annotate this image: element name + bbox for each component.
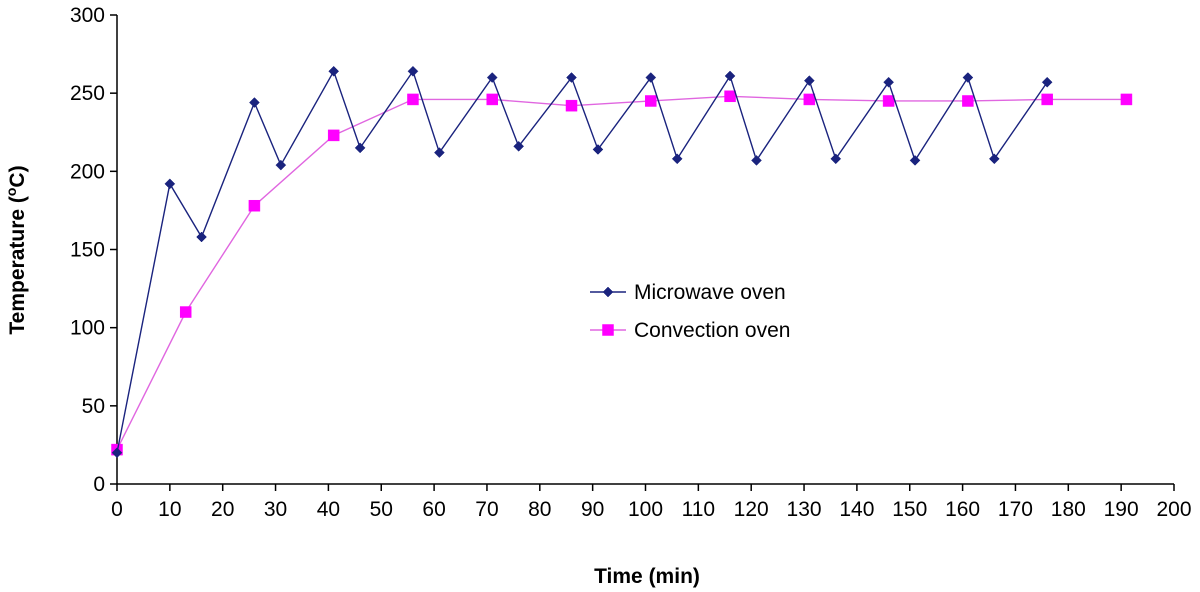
x-tick-label: 180 — [1051, 498, 1086, 521]
data-point-microwave-oven — [883, 76, 894, 88]
y-axis-title: Temperature (oC) — [3, 165, 29, 334]
y-tick-label: 150 — [70, 239, 105, 262]
data-point-microwave-oven — [803, 75, 815, 87]
data-point-convection-oven — [486, 93, 498, 106]
series-line-microwave-oven — [116, 69, 1048, 453]
data-point-convection-oven — [882, 95, 895, 107]
x-tick-label: 40 — [317, 498, 340, 521]
legend: Microwave oven Convection oven — [590, 281, 790, 342]
x-tick-label: 0 — [111, 498, 123, 521]
series-line-convection-oven — [116, 95, 1127, 450]
data-point-microwave-oven — [328, 65, 340, 77]
legend-label-microwave-oven: Microwave oven — [634, 281, 786, 304]
legend-item-convection-oven: Convection oven — [590, 319, 790, 342]
data-point-microwave-oven — [592, 144, 604, 155]
data-point-microwave-oven — [645, 72, 657, 83]
x-tick-label: 20 — [211, 498, 234, 521]
y-axis-title-end: C) — [6, 165, 29, 187]
y-axis-title-superscript: o — [3, 188, 19, 197]
legend-marker-convection-oven — [602, 324, 614, 336]
data-point-convection-oven — [803, 93, 816, 106]
y-tick-label: 0 — [93, 473, 105, 496]
data-point-microwave-oven — [909, 155, 921, 166]
series-layer — [111, 65, 1133, 459]
y-tick-label: 300 — [70, 4, 105, 27]
data-point-microwave-oven — [988, 153, 1000, 165]
data-point-microwave-oven — [513, 140, 525, 152]
data-point-convection-oven — [962, 95, 974, 107]
x-tick-label: 50 — [370, 498, 393, 521]
x-tick-label: 30 — [264, 498, 287, 521]
x-tick-label: 170 — [998, 498, 1033, 521]
legend-label-convection-oven: Convection oven — [634, 319, 790, 342]
data-point-microwave-oven — [751, 155, 762, 166]
data-point-microwave-oven — [111, 447, 123, 459]
y-tick-label: 200 — [70, 160, 105, 183]
data-point-microwave-oven — [275, 159, 287, 171]
x-tick-label: 120 — [734, 498, 769, 521]
data-point-microwave-oven — [249, 97, 260, 108]
x-tick-label: 110 — [682, 498, 715, 521]
x-tick-label: 140 — [839, 498, 874, 521]
axes: 0 50 100 150 200 250 300 0 10 20 30 40 50 60 70 80 90 100… — [70, 4, 1192, 521]
x-tick-label: 70 — [475, 498, 498, 521]
data-point-microwave-oven — [566, 72, 577, 83]
data-point-convection-oven — [724, 90, 736, 103]
y-tick-label: 100 — [70, 317, 105, 340]
data-point-microwave-oven — [196, 231, 207, 243]
data-point-microwave-oven — [671, 153, 683, 165]
data-point-microwave-oven — [164, 178, 176, 190]
data-point-microwave-oven — [354, 142, 366, 154]
x-tick-label: 130 — [787, 498, 822, 521]
data-point-microwave-oven — [486, 72, 498, 83]
data-point-microwave-oven — [724, 70, 736, 82]
data-point-convection-oven — [327, 129, 340, 142]
data-point-convection-oven — [1120, 93, 1133, 106]
y-tick-label: 250 — [70, 82, 105, 105]
series-microwave-oven — [111, 65, 1053, 459]
data-point-microwave-oven — [407, 65, 419, 77]
x-tick-label: 190 — [1104, 498, 1139, 521]
y-axis-title-main: Temperature ( — [6, 196, 29, 334]
x-tick-label: 200 — [1156, 498, 1191, 521]
data-point-microwave-oven — [434, 147, 445, 158]
x-tick-label: 90 — [581, 498, 604, 521]
data-point-microwave-oven — [962, 72, 974, 83]
series-convection-oven — [111, 90, 1133, 456]
data-point-convection-oven — [407, 93, 419, 106]
x-tick-label: 80 — [528, 498, 551, 521]
x-axis-title: Time (min) — [594, 565, 700, 588]
x-tick-label: 100 — [628, 498, 663, 521]
data-point-convection-oven — [248, 199, 261, 212]
x-tick-label: 60 — [422, 498, 445, 521]
y-tick-label: 50 — [82, 395, 105, 418]
legend-marker-microwave-oven — [602, 286, 614, 298]
data-point-convection-oven — [1041, 93, 1053, 106]
data-point-convection-oven — [179, 306, 192, 318]
data-point-convection-oven — [645, 95, 657, 107]
data-point-microwave-oven — [1041, 76, 1053, 88]
data-point-microwave-oven — [830, 153, 842, 165]
x-tick-label: 150 — [892, 498, 927, 521]
x-tick-label: 10 — [158, 498, 181, 521]
data-point-convection-oven — [565, 99, 578, 112]
x-tick-label: 160 — [945, 498, 980, 521]
legend-item-microwave-oven: Microwave oven — [590, 281, 786, 304]
